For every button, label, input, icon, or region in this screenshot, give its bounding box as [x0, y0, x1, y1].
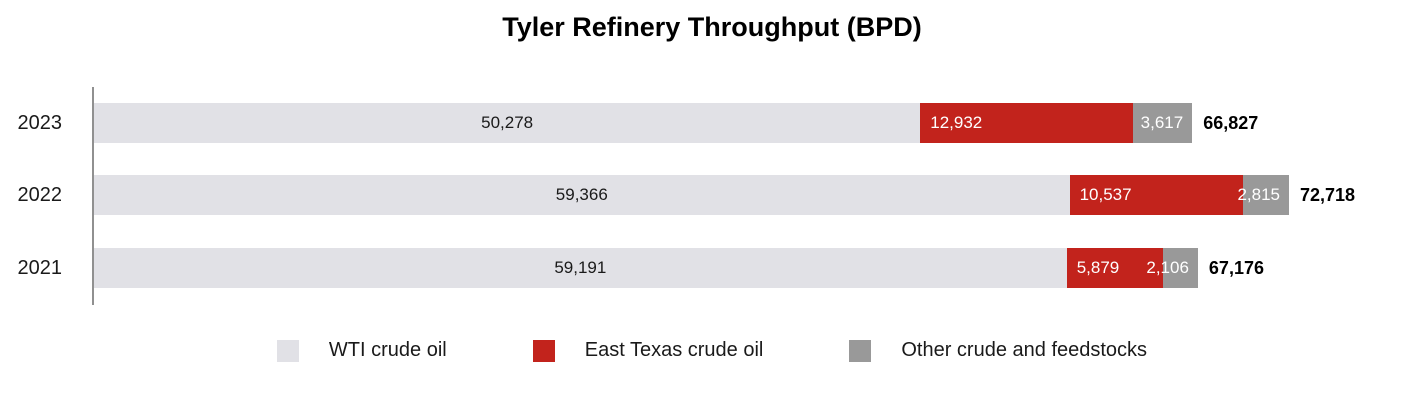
segment-value-label: 12,932 [930, 112, 983, 132]
legend: WTI crude oil East Texas crude oil Other… [0, 339, 1424, 362]
segment-value-label: 59,366 [555, 185, 608, 204]
stacked-bar-2021: 59,191 5,879 2,106 [94, 247, 1198, 288]
segment-value-label: 10,537 [1079, 185, 1132, 204]
stacked-bar-2022: 59,366 10,537 2,815 [94, 175, 1289, 215]
segment-value-label: 2,106 [1146, 257, 1189, 277]
segment-value-label: 50,278 [481, 112, 534, 132]
bar-segment-other-crude-and-feedstocks: 2,106 [1146, 247, 1198, 288]
bar-segment-east-texas-crude-oil: 12,932 [920, 102, 1133, 143]
bar-segment-east-texas-crude-oil: 10,537 [1069, 175, 1243, 215]
bar-segment-wti-crude-oil: 59,191 [94, 247, 1067, 288]
bar-segment-other-crude-and-feedstocks: 2,815 [1237, 175, 1289, 215]
segment-value-label: 5,879 [1076, 257, 1120, 277]
legend-swatch-wti-icon [276, 339, 299, 362]
bar-segment-other-crude-and-feedstocks: 3,617 [1132, 102, 1193, 143]
bar-segment-east-texas-crude-oil: 5,879 [1066, 247, 1164, 288]
y-axis-line [92, 87, 94, 305]
segment-value-label: 59,191 [554, 257, 607, 277]
legend-swatch-other-icon [849, 339, 872, 362]
stacked-bar-2023: 50,278 12,932 3,617 [94, 102, 1193, 143]
chart-title: Tyler Refinery Throughput (BPD) [502, 12, 922, 42]
legend-label-east-texas: East Texas crude oil [584, 339, 764, 361]
bar-segment-wti-crude-oil: 59,366 [94, 175, 1070, 215]
bar-row-2021: 2021 59,191 5,879 2,106 67,176 [0, 247, 1424, 288]
segment-value-label: 3,617 [1140, 112, 1184, 132]
legend-label-wti: WTI crude oil [328, 339, 447, 361]
total-value-label: 67,176 [1208, 257, 1264, 278]
legend-swatch-east-texas-icon [532, 339, 555, 362]
legend-item-other: Other crude and feedstocks [849, 339, 1147, 362]
category-label-2022: 2022 [17, 184, 63, 206]
legend-label-other: Other crude and feedstocks [901, 339, 1148, 361]
legend-item-wti: WTI crude oil [276, 339, 447, 362]
segment-value-label: 2,815 [1237, 185, 1280, 204]
category-label-2023: 2023 [17, 111, 63, 134]
bar-row-2023: 2023 50,278 12,932 3,617 66,827 [0, 102, 1424, 143]
total-value-label: 66,827 [1203, 112, 1259, 133]
bar-row-2022: 2022 59,366 10,537 2,815 72,718 [0, 175, 1424, 215]
bar-segment-wti-crude-oil: 50,278 [94, 102, 921, 143]
legend-item-east-texas: East Texas crude oil [532, 339, 764, 362]
category-label-2021: 2021 [17, 256, 63, 279]
total-value-label: 72,718 [1300, 185, 1356, 205]
